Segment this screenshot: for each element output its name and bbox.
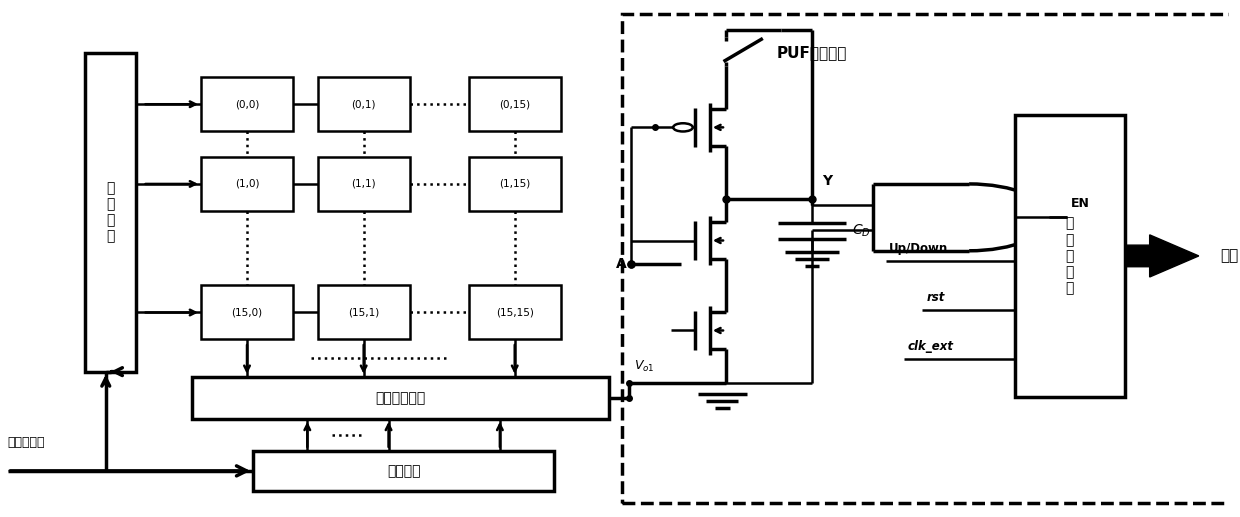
Text: (1,0): (1,0) bbox=[234, 179, 259, 189]
Bar bbox=[469, 285, 560, 340]
Bar bbox=[84, 53, 136, 372]
Bar bbox=[253, 451, 554, 491]
Text: (0,15): (0,15) bbox=[500, 99, 531, 109]
Text: $C_D$: $C_D$ bbox=[852, 223, 872, 239]
Text: Y: Y bbox=[822, 174, 832, 188]
Text: clk_ext: clk_ext bbox=[908, 340, 954, 353]
Text: rst: rst bbox=[926, 291, 945, 304]
Text: 外部激励源: 外部激励源 bbox=[7, 436, 45, 449]
Text: PUF读出电路: PUF读出电路 bbox=[776, 45, 847, 60]
Bar bbox=[201, 285, 293, 340]
Text: Up/Down: Up/Down bbox=[889, 242, 949, 255]
Bar bbox=[192, 377, 609, 419]
Bar bbox=[621, 14, 1240, 503]
Bar bbox=[317, 77, 409, 131]
Bar bbox=[1014, 115, 1125, 398]
Text: 行
译
码
器: 行 译 码 器 bbox=[107, 181, 115, 244]
Polygon shape bbox=[1125, 235, 1199, 277]
Bar bbox=[201, 157, 293, 211]
Text: 输出: 输出 bbox=[1220, 249, 1239, 264]
Text: $V_{o1}$: $V_{o1}$ bbox=[634, 359, 655, 374]
Text: (1,15): (1,15) bbox=[500, 179, 531, 189]
Text: (15,1): (15,1) bbox=[348, 308, 379, 317]
Text: (1,1): (1,1) bbox=[351, 179, 376, 189]
Text: (0,1): (0,1) bbox=[351, 99, 376, 109]
Text: EN: EN bbox=[1071, 196, 1090, 210]
Bar bbox=[317, 285, 409, 340]
Text: 列选输出电路: 列选输出电路 bbox=[376, 391, 425, 405]
Bar bbox=[469, 77, 560, 131]
Bar bbox=[201, 77, 293, 131]
Text: A: A bbox=[616, 256, 626, 270]
Text: (0,0): (0,0) bbox=[234, 99, 259, 109]
Text: 双
向
计
数
器: 双 向 计 数 器 bbox=[1065, 217, 1074, 295]
Bar bbox=[469, 157, 560, 211]
Bar bbox=[317, 157, 409, 211]
Text: (15,15): (15,15) bbox=[496, 308, 533, 317]
Text: (15,0): (15,0) bbox=[232, 308, 263, 317]
Text: 列译码器: 列译码器 bbox=[387, 464, 420, 478]
